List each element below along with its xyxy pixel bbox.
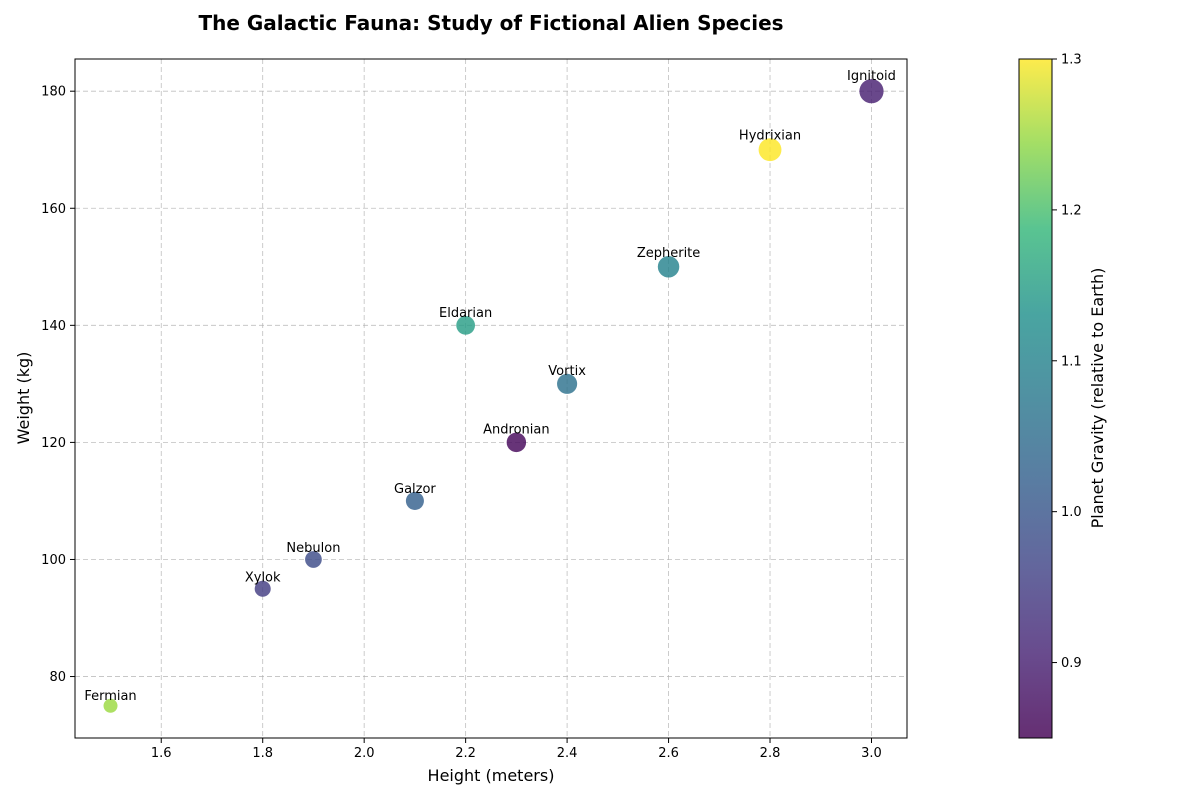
data-label: Fermian bbox=[84, 689, 136, 704]
plot-area-frame bbox=[74, 58, 908, 739]
x-tick-label: 2.4 bbox=[557, 746, 578, 761]
x-axis-label: Height (meters) bbox=[428, 766, 555, 785]
x-tick-label: 1.8 bbox=[252, 746, 273, 761]
data-point bbox=[254, 580, 271, 597]
y-axis-label: Weight (kg) bbox=[14, 352, 33, 445]
colorbar-tick-label: 0.9 bbox=[1061, 656, 1082, 671]
x-tick-label: 2.2 bbox=[455, 746, 476, 761]
chart-title: The Galactic Fauna: Study of Fictional A… bbox=[198, 11, 783, 35]
y-tick-label: 100 bbox=[41, 553, 66, 568]
x-tick-label: 2.0 bbox=[354, 746, 375, 761]
data-point bbox=[405, 491, 424, 510]
x-tick-label: 1.6 bbox=[151, 746, 172, 761]
colorbar-frame bbox=[1018, 58, 1053, 739]
data-point bbox=[758, 138, 782, 162]
colorbar-tick-label: 1.2 bbox=[1061, 203, 1082, 218]
data-points bbox=[103, 79, 884, 713]
data-label: Nebulon bbox=[286, 541, 340, 556]
y-axis-ticks: 80 100 120 140 160 180 bbox=[41, 85, 75, 685]
data-label: Eldarian bbox=[439, 306, 492, 321]
data-point bbox=[657, 256, 680, 278]
x-axis-ticks: 1.6 1.8 2.0 2.2 2.4 2.6 2.8 3.0 bbox=[151, 738, 882, 761]
data-label: Zepherite bbox=[637, 246, 700, 261]
y-tick-label: 140 bbox=[41, 319, 66, 334]
y-tick-label: 120 bbox=[41, 436, 66, 451]
data-label: Hydrixian bbox=[739, 128, 801, 143]
y-tick-label: 180 bbox=[41, 85, 66, 100]
colorbar-label: Planet Gravity (relative to Earth) bbox=[1088, 268, 1107, 529]
data-label: Xylok bbox=[245, 571, 281, 586]
colorbar-ticks: 0.9 1.0 1.1 1.2 1.3 bbox=[1052, 53, 1082, 671]
x-tick-label: 2.6 bbox=[658, 746, 679, 761]
x-tick-label: 3.0 bbox=[861, 746, 882, 761]
data-label: Galzor bbox=[394, 482, 436, 497]
y-tick-label: 160 bbox=[41, 202, 66, 217]
colorbar bbox=[1019, 59, 1052, 738]
data-point bbox=[859, 79, 884, 104]
data-label: Ignitoid bbox=[847, 69, 896, 84]
data-point bbox=[506, 432, 527, 453]
grid-lines bbox=[75, 59, 907, 738]
point-labels: Fermian Xylok Nebulon Galzor Eldarian Androni… bbox=[84, 69, 896, 704]
colorbar-tick-label: 1.3 bbox=[1061, 53, 1082, 68]
data-point bbox=[305, 551, 322, 568]
colorbar-tick-label: 1.0 bbox=[1061, 505, 1082, 520]
data-point bbox=[103, 698, 118, 713]
colorbar-tick-label: 1.1 bbox=[1061, 354, 1082, 369]
data-label: Andronian bbox=[483, 423, 549, 438]
y-tick-label: 80 bbox=[49, 670, 66, 685]
x-tick-label: 2.8 bbox=[760, 746, 781, 761]
data-point bbox=[557, 373, 578, 394]
data-label: Vortix bbox=[548, 364, 586, 379]
data-point bbox=[456, 315, 476, 335]
